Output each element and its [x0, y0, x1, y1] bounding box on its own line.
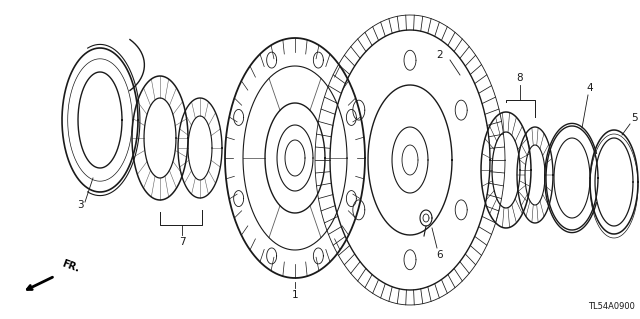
Text: 3: 3: [77, 200, 83, 210]
Text: 8: 8: [516, 73, 524, 83]
Text: 1: 1: [292, 290, 298, 300]
Text: 5: 5: [632, 113, 638, 123]
Text: 4: 4: [587, 83, 593, 93]
Text: 2: 2: [436, 50, 444, 60]
Text: FR.: FR.: [60, 258, 81, 274]
Text: TL54A0900: TL54A0900: [588, 302, 635, 311]
Text: 7: 7: [179, 237, 186, 247]
Text: 6: 6: [436, 250, 444, 260]
